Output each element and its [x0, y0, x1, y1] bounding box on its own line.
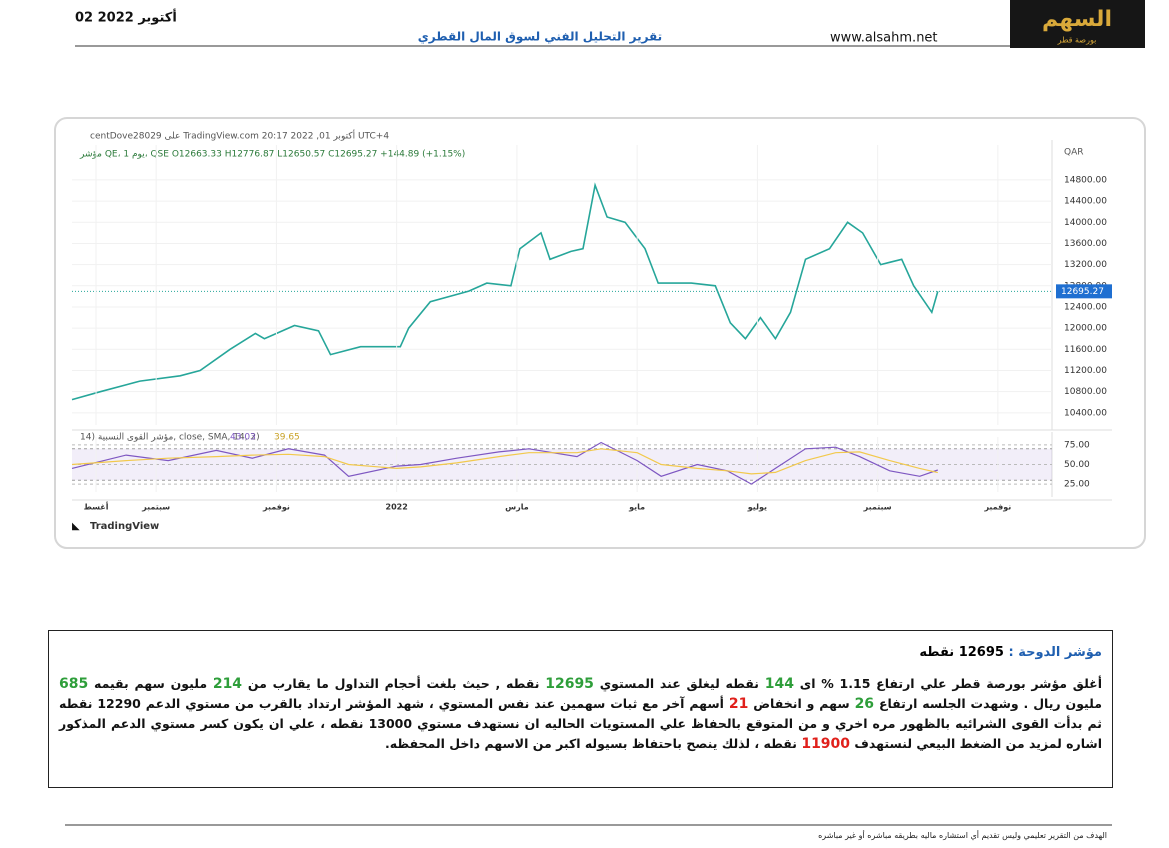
highlight-number: 144	[764, 676, 794, 692]
text-run: نقطه ، لذلك ينصح باحتفاظ بسيوله اكبر من …	[385, 736, 802, 751]
text-run: مليون ريال . وشهدت الجلسه ارتفاع	[874, 696, 1102, 711]
highlight-number: 214	[212, 676, 243, 692]
x-tick-label: مايو	[628, 503, 645, 512]
y-tick-label: 13200.00	[1064, 260, 1107, 270]
disclaimer: الهدف من التقرير تعليمي وليس تقديم أي اس…	[818, 831, 1107, 840]
y-tick-label: 10400.00	[1064, 408, 1107, 418]
y-tick-label: 11200.00	[1064, 366, 1107, 376]
report-date: 02 أكتوبر 2022	[75, 9, 177, 26]
report-title: تقرير التحليل الفني لسوق المال القطري	[418, 30, 662, 45]
ohlc-line: مؤشر QE، 1 يوم، QSE O12663.33 H12776.87 …	[79, 150, 465, 160]
highlight-number: 11900	[801, 736, 851, 752]
highlight-number: 26	[854, 696, 875, 712]
y-tick-label: 25.00	[1064, 480, 1090, 490]
last-price-label: 12695.27	[1061, 287, 1104, 297]
series-line	[71, 182, 939, 401]
website: www.alsahm.net	[830, 31, 938, 46]
chart-source: centDove28029 على TradingView.com 20:17 …	[90, 130, 389, 142]
heading-label: مؤشر الدوحة :	[1008, 645, 1102, 660]
text-run: نقطه , حيث بلغت أحجام التداول ما يقارب م…	[242, 676, 546, 691]
branding: TradingView	[90, 521, 159, 532]
y-tick-label: 75.00	[1064, 440, 1090, 450]
chart: centDove28029 على TradingView.com 20:17 …	[71, 130, 1112, 532]
x-tick-label: مارس	[505, 503, 529, 513]
logo-sub: بورصة قطر	[1057, 36, 1097, 45]
y-tick-label: 14000.00	[1064, 218, 1107, 228]
rsi-value: 39.65	[274, 433, 300, 443]
logo-box	[1010, 0, 1145, 48]
currency: QAR	[1064, 148, 1084, 158]
analysis-box: مؤشر الدوحة : 12695 نقطه أغلق مؤشر بورصة…	[48, 630, 1113, 788]
chart-frame	[54, 117, 1146, 549]
highlight-number: 685	[59, 676, 89, 692]
series-line	[71, 448, 938, 475]
logo: السهم	[1042, 7, 1112, 32]
x-tick-label: نوفمبر	[262, 503, 290, 512]
y-tick-label: 13600.00	[1064, 239, 1107, 249]
y-tick-label: 10800.00	[1064, 387, 1107, 397]
text-run: أسهم آخر مع ثبات سهمين عند نفس المستوي ،…	[59, 696, 1102, 751]
y-tick-label: 12400.00	[1064, 302, 1107, 312]
text-run: أغلق مؤشر بورصة قطر علي ارتفاع	[870, 676, 1103, 691]
text-run: ای	[793, 676, 822, 691]
highlight-number: 12695	[545, 676, 594, 692]
heading-value: 12695 نقطه	[919, 645, 1004, 660]
x-tick-label: سبتمبر	[141, 503, 170, 512]
x-tick-label: يوليو	[747, 503, 767, 512]
y-tick-label: 50.00	[1064, 460, 1090, 470]
text-run: نقطه ليغلق عند المستوي	[593, 676, 765, 691]
x-tick-label: أغسط	[84, 502, 109, 512]
rsi-value: 43.03	[230, 433, 256, 443]
analysis-text: أغلق مؤشر بورصة قطر علي ارتفاع 1.15 % ای…	[59, 674, 1102, 754]
y-tick-label: 14800.00	[1064, 175, 1107, 185]
x-tick-label: سبتمبر	[863, 503, 892, 512]
y-tick-label: 14400.00	[1064, 197, 1107, 207]
highlight-number: 21	[728, 696, 749, 712]
text-run: 1.15 %	[821, 676, 871, 691]
text-run: سهم و انخفاض	[748, 696, 855, 711]
branding-mark: ◣	[72, 521, 80, 532]
analysis-heading: مؤشر الدوحة : 12695 نقطه	[59, 645, 1102, 660]
last-price-tag	[1056, 284, 1112, 299]
y-tick-label: 12000.00	[1064, 324, 1107, 334]
x-tick-label: نوفمبر	[983, 503, 1011, 512]
x-tick-label: 2022	[386, 503, 408, 512]
rsi-label: 14) مؤشر القوى النسبية, close, SMA, 14, …	[80, 433, 260, 443]
text-run: مليون سهم بقيمه	[88, 676, 213, 691]
y-tick-label: 11600.00	[1064, 345, 1107, 355]
